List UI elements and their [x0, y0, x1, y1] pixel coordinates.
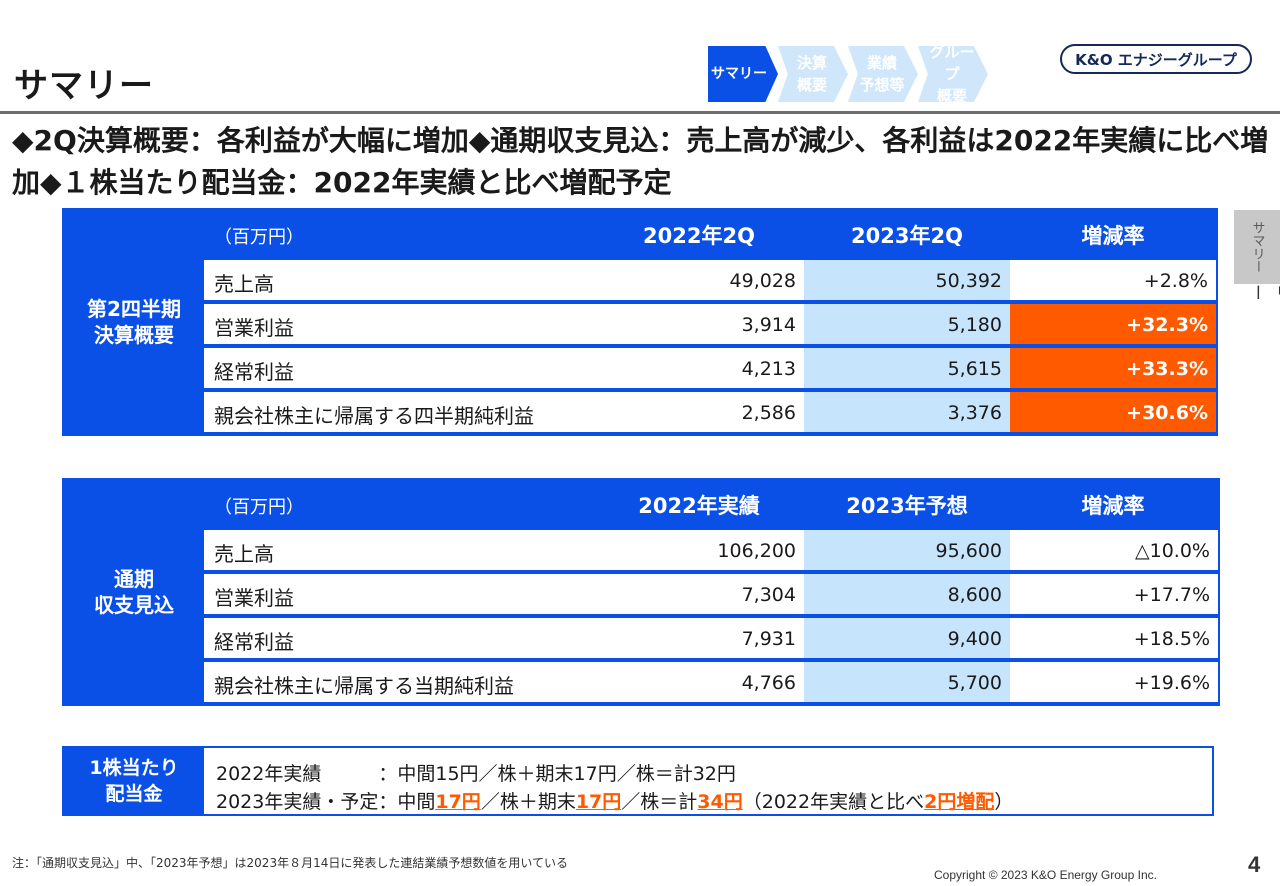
dividend-line-2022: 2022年実績 ：中間15円／株＋期末17円／株＝計32円 [216, 763, 736, 785]
value-prev: 4,766 [741, 672, 796, 694]
page-number: 4 [1248, 852, 1261, 877]
dividend-total-amount: 34円 [697, 791, 743, 813]
nav-step-group[interactable]: グループ 概要 [918, 46, 988, 102]
dividend-text: ／株＋期末 [480, 791, 576, 813]
value-prev: 106,200 [717, 540, 796, 562]
row-label: 経常利益 [214, 630, 294, 654]
value-curr: 3,376 [947, 402, 1002, 424]
nav-step-results[interactable]: 決算 概要 [778, 46, 848, 102]
dividend-text: ／株＝計 [621, 791, 698, 813]
section-nav: サマリー 決算 概要 業績 予想等 グループ 概要 [708, 46, 998, 102]
dividend-box: 1株当たり 配当金 2022年実績 ：中間15円／株＋期末17円／株＝計32円 … [62, 746, 1214, 816]
unit-label: （百万円） [214, 227, 304, 248]
value-curr: 50,392 [935, 270, 1002, 292]
table-header: （百万円） 2022年2Q 2023年2Q 増減率 [204, 210, 1216, 258]
value-rate: +30.6% [1126, 402, 1208, 424]
col-header-rate: 増減率 [1081, 494, 1145, 518]
dividend-side-label: 1株当たり 配当金 [64, 748, 204, 814]
col-header-prev: 2022年2Q [643, 224, 755, 248]
nav-step-label: 決算 概要 [796, 54, 827, 94]
row-label: 売上高 [214, 272, 274, 296]
table-row: 親会社株主に帰属する当期純利益 4,766 5,700 +19.6% [204, 660, 1218, 702]
table-row: 経常利益 7,931 9,400 +18.5% [204, 616, 1218, 658]
table-row: 営業利益 7,304 8,600 +17.7% [204, 572, 1218, 614]
table-side-label: 第2四半期 決算概要 [64, 210, 204, 434]
row-label: 営業利益 [214, 586, 294, 610]
dividend-interim-amount: 17円 [435, 791, 481, 813]
page-title: サマリー [14, 66, 154, 106]
value-rate: +17.7% [1133, 584, 1210, 606]
value-prev: 2,586 [741, 402, 796, 424]
dividend-increase: 2円増配 [924, 791, 995, 813]
table-row: 親会社株主に帰属する四半期純利益 2,586 3,376 +30.6% [204, 390, 1216, 432]
footnote: 注：「通期収支見込」中、「2023年予想」は2023年８月14日に発表した連結業… [12, 856, 568, 870]
col-header-prev: 2022年実績 [638, 494, 760, 518]
full-year-forecast-table: 通期 収支見込 （百万円） 2022年実績 2023年予想 増減率 売上高 10… [62, 478, 1220, 706]
dividend-text: （2022年実績と比べ [742, 791, 925, 813]
nav-step-label: サマリー [711, 66, 767, 82]
dividend-text: ） [994, 791, 1014, 813]
unit-label: （百万円） [214, 497, 304, 518]
value-curr: 5,700 [947, 672, 1002, 694]
table-side-label: 通期 収支見込 [64, 480, 204, 704]
value-rate: +19.6% [1133, 672, 1210, 694]
col-header-curr: 2023年予想 [846, 494, 968, 518]
dividend-text: 2023年実績・予定：中間 [216, 791, 436, 813]
lead-summary: ◆2Q決算概要：各利益が大幅に増加◆通期収支見込：売上高が減少、各利益は2022… [12, 124, 1269, 199]
nav-step-label: 業績 予想等 [859, 54, 905, 94]
value-rate: +32.3% [1126, 314, 1208, 336]
table-row: 売上高 106,200 95,600 △10.0% [204, 528, 1218, 570]
value-prev: 4,213 [741, 358, 796, 380]
value-curr: 5,180 [947, 314, 1002, 336]
company-logo: K&O エナジーグループ [1060, 44, 1252, 74]
value-rate: +18.5% [1133, 628, 1210, 650]
value-rate: +2.8% [1143, 270, 1208, 292]
dividend-year-end-amount: 17円 [575, 791, 622, 813]
copyright: Copyright © 2023 K&O Energy Group Inc. [934, 868, 1157, 882]
dividend-line-2023: 2023年実績・予定：中間17円／株＋期末17円／株＝計34円（2022年実績と… [216, 787, 1013, 814]
nav-step-forecast[interactable]: 業績 予想等 [848, 46, 918, 102]
value-prev: 3,914 [741, 314, 796, 336]
row-label: 経常利益 [214, 360, 294, 384]
value-curr: 8,600 [947, 584, 1002, 606]
value-rate: △10.0% [1135, 540, 1210, 562]
section-side-tab: サマリー サマリー [1234, 210, 1280, 301]
table-row: 経常利益 4,213 5,615 +33.3% [204, 346, 1216, 388]
side-tab-marker: サマリー [1234, 210, 1280, 284]
value-curr: 95,600 [935, 540, 1002, 562]
nav-step-label: グループ 概要 [929, 43, 975, 105]
q2-results-table: 第2四半期 決算概要 （百万円） 2022年2Q 2023年2Q 増減率 売上高… [62, 208, 1218, 436]
value-rate: +33.3% [1126, 358, 1208, 380]
title-divider [0, 111, 1280, 114]
value-prev: 49,028 [729, 270, 796, 292]
table-row: 営業利益 3,914 5,180 +32.3% [204, 302, 1216, 344]
row-label: 売上高 [214, 542, 274, 566]
value-curr: 9,400 [947, 628, 1002, 650]
nav-step-summary[interactable]: サマリー [708, 46, 778, 102]
value-prev: 7,304 [741, 584, 796, 606]
side-tab-label: サマリー [1246, 284, 1280, 301]
col-header-rate: 増減率 [1081, 224, 1145, 248]
value-prev: 7,931 [741, 628, 796, 650]
col-header-curr: 2023年2Q [851, 224, 963, 248]
row-label: 営業利益 [214, 316, 294, 340]
table-header: （百万円） 2022年実績 2023年予想 増減率 [204, 480, 1218, 528]
row-label: 親会社株主に帰属する四半期純利益 [214, 404, 534, 428]
value-curr: 5,615 [947, 358, 1002, 380]
table-row: 売上高 49,028 50,392 +2.8% [204, 258, 1216, 300]
row-label: 親会社株主に帰属する当期純利益 [214, 674, 514, 698]
